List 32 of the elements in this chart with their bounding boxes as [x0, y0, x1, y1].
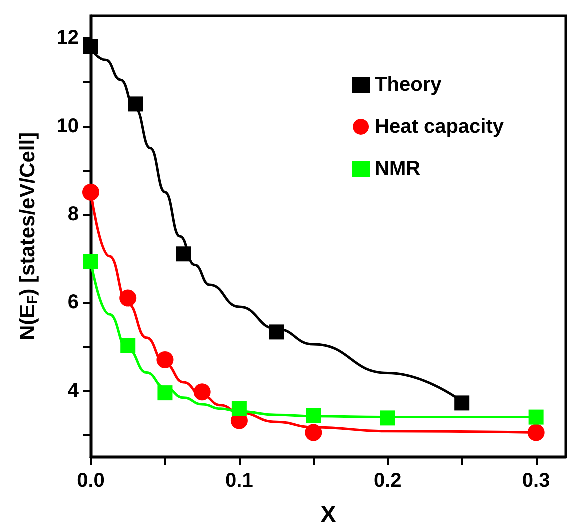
point: [128, 96, 144, 112]
point: [120, 290, 137, 307]
point: [306, 408, 322, 424]
legend-label: Theory: [375, 74, 443, 96]
legend-label: NMR: [375, 158, 422, 180]
x-tick-label: 0.1: [226, 470, 254, 492]
point: [120, 338, 136, 354]
y-tick-label: 4: [68, 380, 80, 402]
point: [194, 384, 211, 401]
point: [156, 351, 174, 368]
point: [84, 254, 98, 270]
y-tick-label: 10: [56, 115, 79, 138]
y-tick-label: 6: [68, 292, 79, 314]
x-axis-title: X: [320, 502, 337, 528]
x-tick-label: 0.2: [374, 470, 402, 492]
point: [84, 39, 98, 54]
point: [380, 410, 396, 426]
y-tick-label: 8: [68, 203, 79, 226]
point: [176, 246, 192, 262]
point: [82, 184, 100, 201]
point: [528, 410, 544, 425]
point: [454, 396, 470, 411]
point: [158, 386, 173, 401]
y-axis-title: N(EF) [states/eV/Cell]: [16, 132, 40, 341]
point: [269, 324, 284, 340]
legend-label: Heat capacity: [375, 116, 505, 138]
x-tick-label: 0.3: [522, 470, 550, 492]
point: [232, 400, 247, 416]
point: [528, 424, 545, 442]
x-tick-label: 0.0: [77, 470, 105, 492]
point: [305, 424, 322, 442]
y-tick-label: 12: [56, 27, 79, 50]
